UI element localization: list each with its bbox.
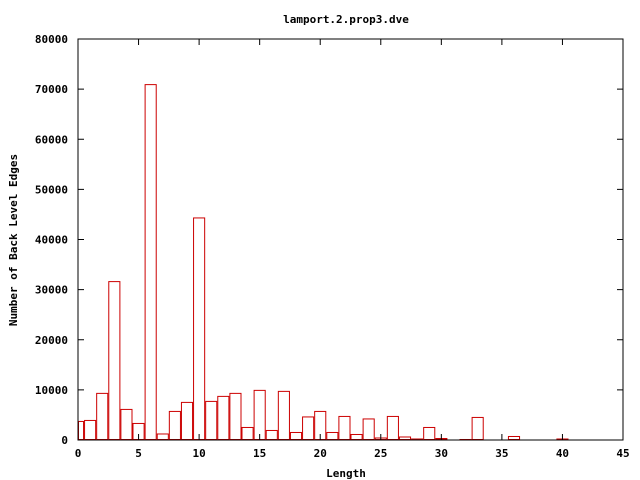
histogram-bar <box>120 408 133 440</box>
histogram-bar <box>265 429 278 441</box>
x-tick-label: 35 <box>495 447 508 460</box>
histogram-bar <box>326 431 339 441</box>
histogram-bar <box>338 415 351 441</box>
y-tick-label: 10000 <box>35 384 68 397</box>
histogram-bar <box>398 436 412 440</box>
x-tick-label: 15 <box>253 447 266 460</box>
histogram-bar <box>229 392 242 441</box>
x-axis: 0 5 10 15 20 25 30 35 40 45 <box>75 39 630 460</box>
x-tick-label: 0 <box>75 447 82 460</box>
histogram-bar <box>168 410 181 440</box>
histogram-bar <box>193 217 206 440</box>
histogram-bar <box>289 431 303 441</box>
histogram-bar <box>302 416 315 441</box>
x-tick-label: 45 <box>616 447 629 460</box>
chart-title: lamport.2.prop3.dve <box>283 13 409 26</box>
x-tick-label: 25 <box>374 447 387 460</box>
x-axis-label: Length <box>326 467 366 480</box>
y-tick-label: 40000 <box>35 234 68 247</box>
histogram-bar <box>423 426 436 440</box>
y-tick-label: 50000 <box>35 183 68 196</box>
y-tick-label: 60000 <box>35 133 68 146</box>
histogram-bar <box>180 401 194 440</box>
histogram-bar <box>84 419 97 441</box>
x-tick-label: 40 <box>556 447 569 460</box>
y-tick-label: 70000 <box>35 83 68 96</box>
bar-series <box>78 84 569 441</box>
y-tick-label: 80000 <box>35 33 68 46</box>
y-tick-label: 30000 <box>35 284 68 297</box>
histogram-bar <box>156 433 169 441</box>
x-tick-label: 10 <box>192 447 205 460</box>
histogram-bar <box>277 390 290 441</box>
histogram-bar <box>411 438 424 440</box>
x-tick-label: 5 <box>135 447 142 460</box>
y-tick-label: 20000 <box>35 334 68 347</box>
histogram-bar <box>217 395 230 441</box>
histogram-bar <box>241 426 254 440</box>
histogram-bar <box>108 281 121 441</box>
histogram-bar <box>144 84 157 441</box>
histogram-bar <box>350 433 363 440</box>
plot-frame <box>77 38 624 441</box>
histogram-bar <box>96 392 109 441</box>
histogram-bar <box>205 400 218 440</box>
y-tick-label: 0 <box>61 434 68 447</box>
histogram-bar <box>507 435 521 440</box>
x-tick-label: 20 <box>314 447 327 460</box>
histogram-bar <box>362 418 375 441</box>
y-axis: 0 10000 20000 30000 40000 50000 60000 70000 8000… <box>35 33 623 447</box>
histogram-bar <box>471 416 484 441</box>
histogram-bar <box>386 415 399 441</box>
x-tick-label: 30 <box>435 447 448 460</box>
y-axis-label: Number of Back Level Edges <box>7 154 20 326</box>
histogram-bar <box>78 420 85 441</box>
histogram-bar <box>253 389 266 440</box>
